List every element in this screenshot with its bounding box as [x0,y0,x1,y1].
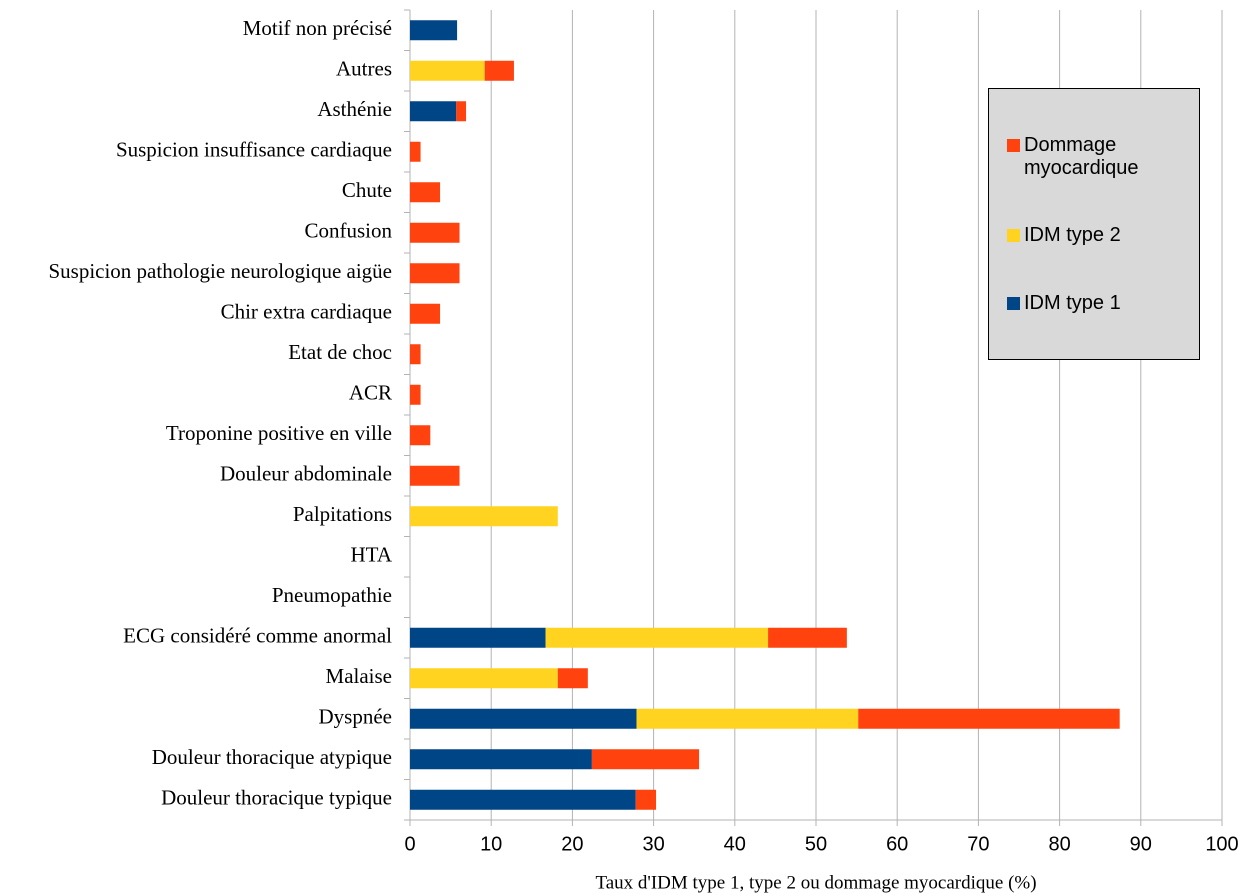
legend-item: IDM type 2 [1007,224,1189,247]
legend-label: IDM type 2 [1024,224,1121,246]
bar-segment [545,627,769,648]
legend-item: IDM type 1 [1007,292,1189,315]
bar-segment [410,182,441,203]
x-tick-label: 80 [1048,833,1070,855]
bar-segment [410,789,636,810]
bar-segment [410,303,441,324]
bar-segment [410,465,460,486]
bar-segment [410,60,485,81]
y-tick-label: Malaise [326,664,392,688]
bar-segment [410,708,637,729]
bar-segment [410,141,421,162]
bar-segment [636,708,859,729]
bar-segment [456,101,467,122]
legend-swatch [1007,296,1020,310]
legend: Dommage myocardique IDM type 2 IDM type 1 [988,88,1200,360]
y-tick-label: Autres [336,57,392,81]
x-tick-label: 0 [404,833,415,855]
y-tick-label: Douleur abdominale [220,462,392,486]
y-tick-label: Suspicion insuffisance cardiaque [116,138,392,162]
x-tick-label: 60 [886,833,908,855]
x-tick-label: 20 [561,833,583,855]
y-tick-label: Dyspnée [319,705,392,729]
x-tick-label: 50 [805,833,827,855]
y-tick-label: Etat de choc [288,340,392,364]
bar-segment [410,344,421,365]
y-tick-label: Asthénie [317,97,392,121]
y-tick-label: ECG considéré comme anormal [123,624,392,648]
x-tick-label: 10 [480,833,502,855]
bar-segment [635,789,657,810]
legend-label: IDM type 1 [1024,291,1121,314]
bar-segment [410,101,457,122]
bar-segment [484,60,514,81]
y-tick-label: Douleur thoracique atypique [152,745,392,769]
legend-label: Dommage myocardique [1024,133,1139,179]
x-tick-label: 90 [1130,833,1152,855]
y-tick-label: Pneumopathie [272,583,392,607]
y-tick-label: Troponine positive en ville [166,421,392,445]
bar-segment [410,20,458,41]
y-tick-label: Chir extra cardiaque [221,300,392,324]
x-tick-label: 40 [724,833,746,855]
legend-swatch [1007,138,1020,152]
bar-segment [557,668,588,689]
y-tick-label: Confusion [304,219,392,243]
y-tick-label: HTA [351,543,393,567]
bar-segment [591,749,700,770]
bar-segment [410,222,460,243]
bar-segment [858,708,1120,729]
x-tick-label: 30 [642,833,664,855]
bar-segment [768,627,847,648]
x-axis-title: Taux d'IDM type 1, type 2 ou dommage myo… [595,872,1036,893]
bar-segment [410,506,558,527]
x-tick-label: 100 [1205,833,1238,855]
bar-segment [410,627,546,648]
y-tick-label: Chute [342,178,392,202]
y-tick-label: Palpitations [293,502,392,526]
y-tick-label: Douleur thoracique typique [161,786,392,810]
legend-item: Dommage myocardique [1007,134,1189,180]
y-tick-label: Motif non précisé [243,16,392,40]
legend-swatch [1007,229,1020,242]
y-tick-label: Suspicion pathologie neurologique aigüe [48,259,392,283]
bar-segment [410,425,431,446]
bar-segment [410,384,421,405]
y-tick-label: ACR [349,381,392,405]
bar-segment [410,749,592,770]
bar-segment [410,668,558,689]
bar-segment [410,263,460,284]
x-tick-label: 70 [967,833,989,855]
